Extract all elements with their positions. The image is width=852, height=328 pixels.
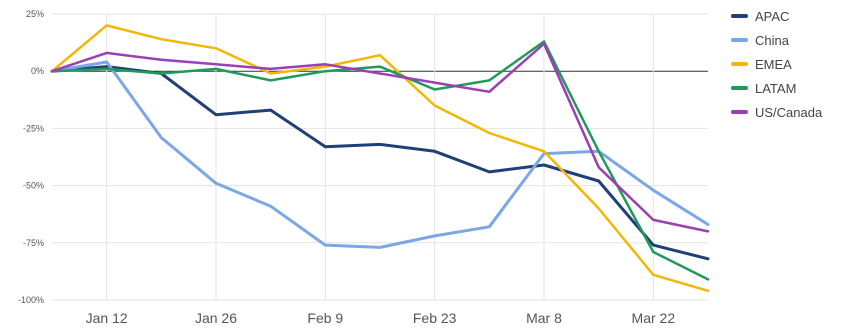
series-line-us-canada [50,42,710,233]
x-tick-label: Feb 9 [307,310,343,326]
y-tick-label: -50% [23,181,44,191]
y-tick-label: -100% [18,295,44,305]
y-tick-label: 0% [31,66,44,76]
series-lines [50,24,710,293]
x-tick-label: Jan 26 [195,310,237,326]
legend-label-apac: APAC [755,9,789,24]
series-line-emea [50,24,710,293]
series-line-apac [50,65,710,261]
x-tick-label: Mar 8 [526,310,562,326]
legend-label-emea: EMEA [755,57,792,72]
x-tick-label: Feb 23 [413,310,457,326]
series-line-latam [50,40,710,281]
y-tick-label: 25% [26,9,44,19]
legend-label-china: China [755,33,790,48]
legend-label-us-canada: US/Canada [755,105,823,120]
legend-label-latam: LATAM [755,81,796,96]
x-tick-label: Jan 12 [86,310,128,326]
series-line-china [50,60,710,249]
axes: 25% 0% -25% -50% -75% -100% Jan 12 Jan 26 Feb 9 F… [18,9,675,326]
y-tick-label: -25% [23,123,44,133]
y-tick-label: -75% [23,238,44,248]
gridlines [52,13,708,301]
x-tick-label: Mar 22 [632,310,676,326]
legend: APAC China EMEA LATAM US/Canada [731,9,823,120]
